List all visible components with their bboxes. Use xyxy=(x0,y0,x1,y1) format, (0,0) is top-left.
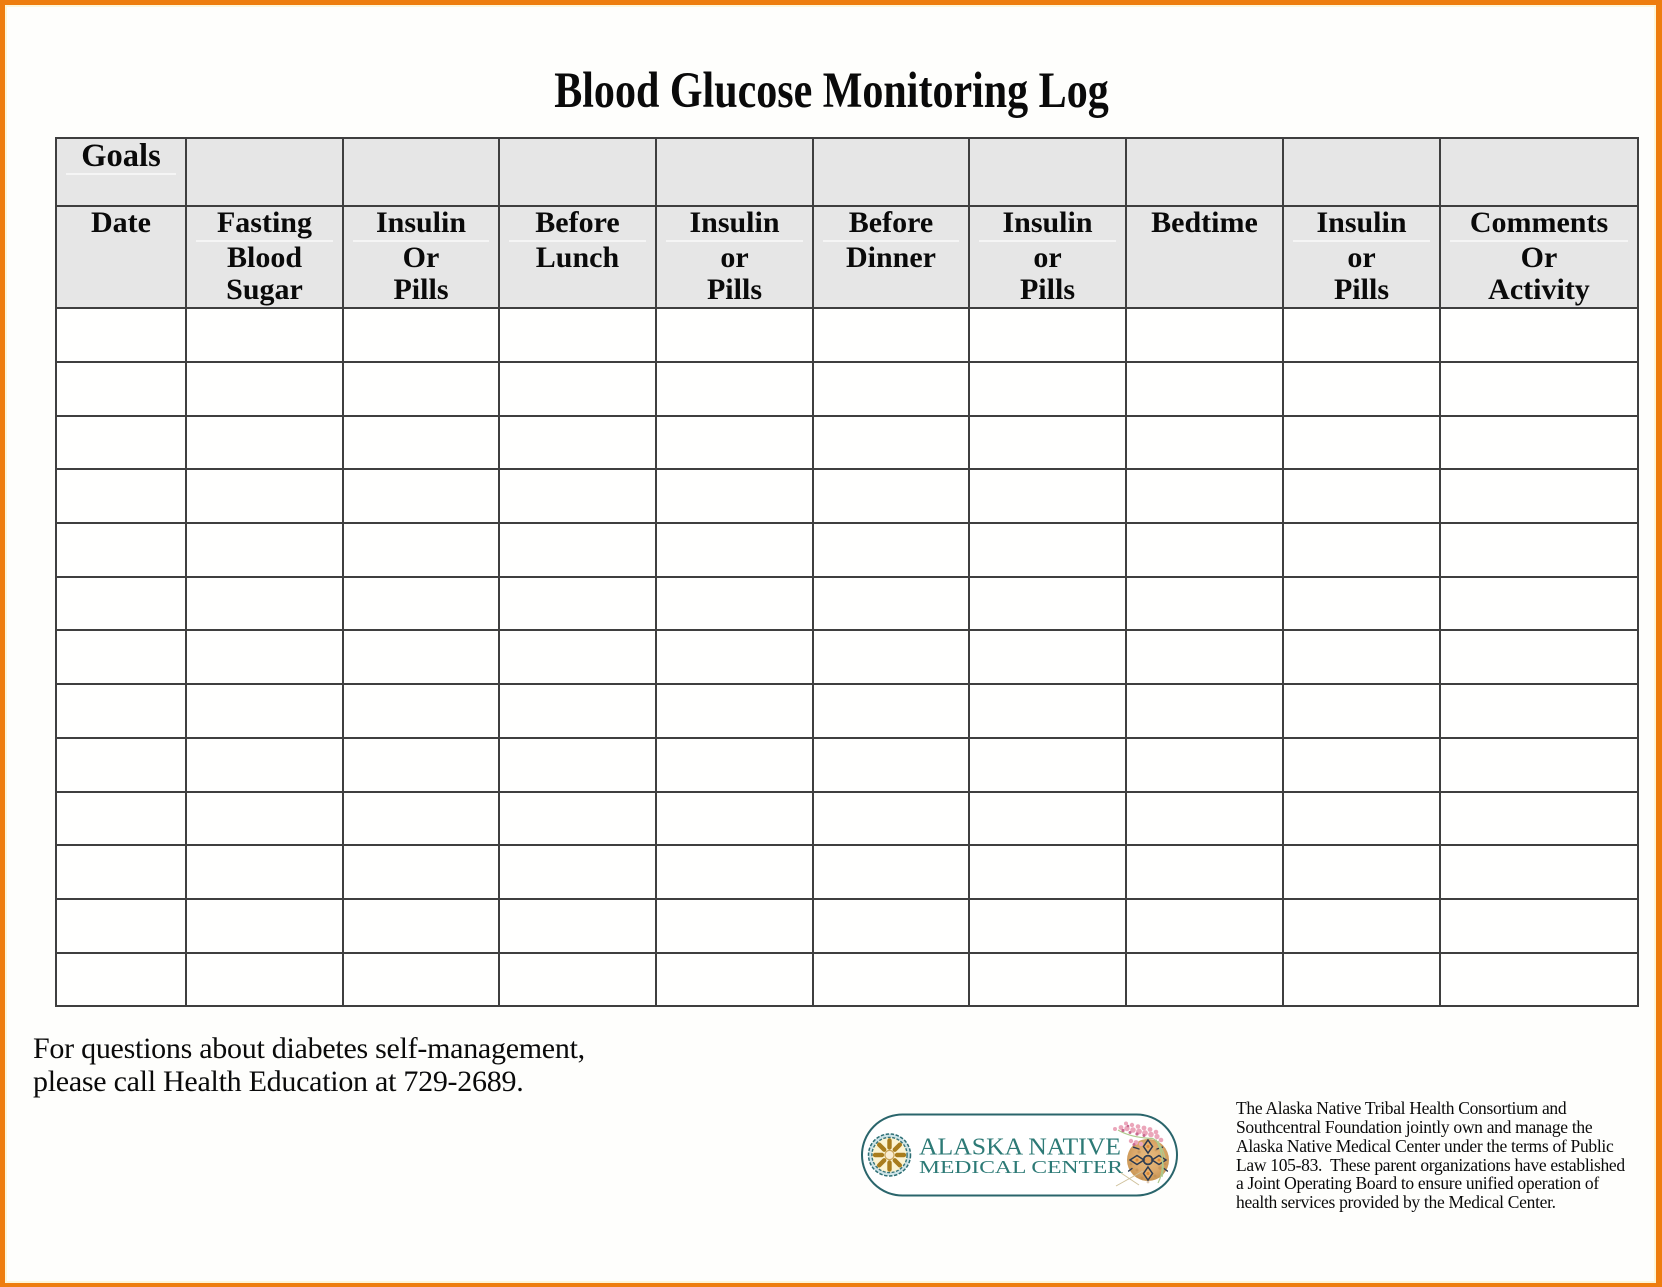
svg-text:ALASKA NATIVE: ALASKA NATIVE xyxy=(919,1135,1121,1161)
svg-text:MEDICAL CENTER: MEDICAL CENTER xyxy=(919,1157,1123,1177)
